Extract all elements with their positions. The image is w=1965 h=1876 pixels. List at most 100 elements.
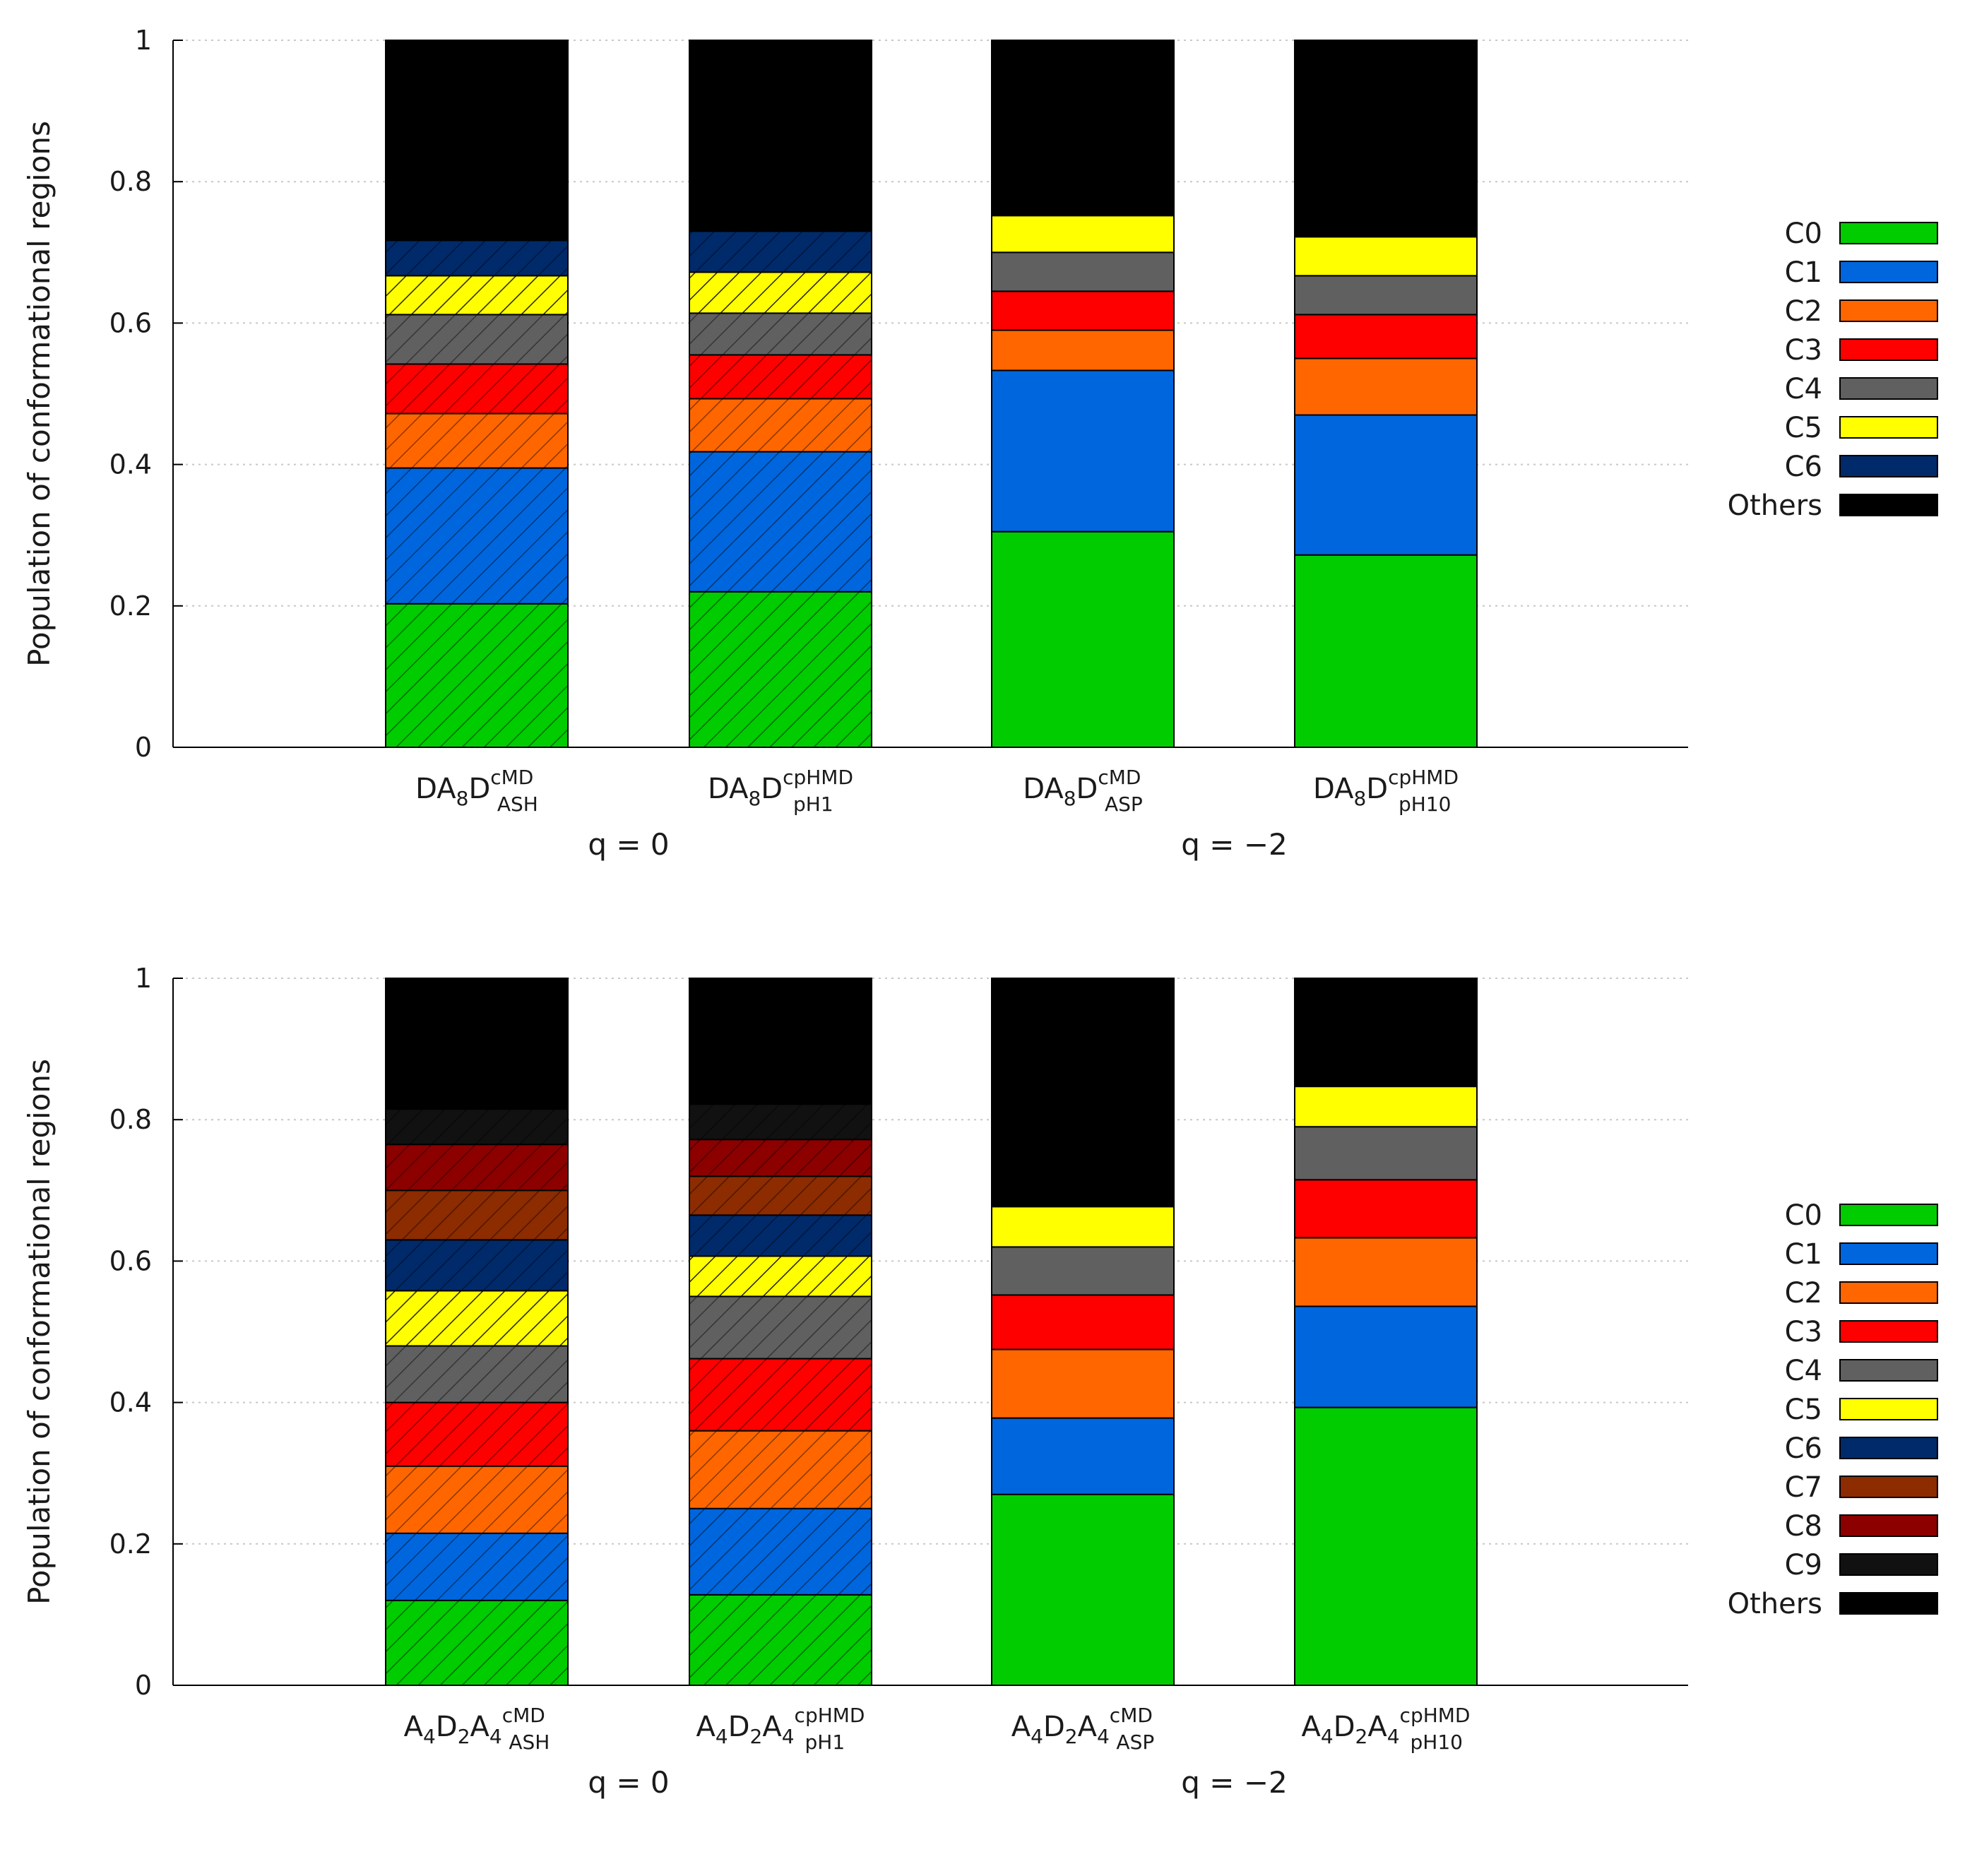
bars bbox=[385, 978, 1478, 1687]
legend-swatch-c5 bbox=[1839, 1398, 1938, 1420]
legend-label-others: Others bbox=[1728, 489, 1822, 522]
legend-label-c5: C5 bbox=[1785, 412, 1822, 444]
legend-swatch-c2 bbox=[1839, 299, 1938, 322]
legend-swatch-c0 bbox=[1839, 222, 1938, 244]
y-tick-label: 0.2 bbox=[109, 1528, 152, 1560]
bar-segment-c2 bbox=[385, 1465, 569, 1534]
bar-segment-c3 bbox=[991, 290, 1175, 331]
group-label: q = −2 bbox=[1181, 1765, 1287, 1800]
bar-segment-c1 bbox=[991, 1417, 1175, 1495]
legend: C0 C1 C2 C3 C4 C5 C6 Others bbox=[1728, 218, 1938, 522]
bar-stack-1 bbox=[385, 978, 569, 1687]
legend-label-c0: C0 bbox=[1785, 1199, 1822, 1232]
bar-segment-c0 bbox=[385, 602, 569, 748]
bar-segment-c0 bbox=[991, 530, 1175, 748]
legend-label-c6: C6 bbox=[1785, 1432, 1822, 1465]
legend-swatch-c8 bbox=[1839, 1514, 1938, 1537]
bar-segment-c7 bbox=[689, 1175, 872, 1216]
legend-swatch-c6 bbox=[1839, 1437, 1938, 1459]
y-tick-label: 0 bbox=[135, 1670, 152, 1701]
bar-segment-c3 bbox=[689, 1358, 872, 1432]
bar-segment-c3 bbox=[385, 363, 569, 415]
bar-segment-c2 bbox=[689, 398, 872, 453]
bar-segment-c2 bbox=[1294, 357, 1478, 416]
bar-segment-c7 bbox=[385, 1189, 569, 1241]
y-tick-label: 0 bbox=[135, 732, 152, 763]
legend-swatch-c6 bbox=[1839, 455, 1938, 477]
bar-segment-c4 bbox=[1294, 1126, 1478, 1181]
legend-label-c2: C2 bbox=[1785, 295, 1822, 328]
bar-segment-c8 bbox=[689, 1139, 872, 1177]
bar-segment-others bbox=[385, 40, 569, 242]
bar-segment-c4 bbox=[689, 1295, 872, 1360]
bar-segment-c6 bbox=[689, 1214, 872, 1257]
bar-stack-4 bbox=[1294, 40, 1478, 749]
bar-segment-c5 bbox=[689, 271, 872, 314]
y-tick-label: 0.8 bbox=[109, 166, 152, 197]
bar-segment-c8 bbox=[385, 1144, 569, 1192]
bar-segment-c5 bbox=[689, 1255, 872, 1298]
bar-segment-c5 bbox=[385, 275, 569, 316]
legend-label-c3: C3 bbox=[1785, 1316, 1822, 1348]
bar-segment-c4 bbox=[991, 251, 1175, 292]
legend-swatch-c0 bbox=[1839, 1204, 1938, 1226]
bar-segment-others bbox=[1294, 978, 1478, 1088]
bars bbox=[385, 40, 1478, 749]
category-label: DA8DcpHMD pH1 bbox=[708, 766, 853, 816]
bar-segment-c4 bbox=[689, 312, 872, 356]
bar-segment-c2 bbox=[991, 329, 1175, 372]
y-tick-label: 0.4 bbox=[109, 449, 152, 480]
y-gridlines: 0 0.2 0.4 0.6 0.8 1 bbox=[109, 963, 1688, 1701]
bar-segment-c3 bbox=[991, 1294, 1175, 1350]
bar-segment-c0 bbox=[689, 1593, 872, 1687]
bar-segment-c5 bbox=[991, 215, 1175, 254]
legend: C0 C1 C2 C3 C4 C5 C6 C7 C8 C9 Others bbox=[1728, 1199, 1938, 1620]
bar-segment-others bbox=[385, 978, 569, 1110]
bar-segment-c5 bbox=[385, 1290, 569, 1347]
bar-segment-others bbox=[689, 40, 872, 232]
legend-label-c1: C1 bbox=[1785, 1238, 1822, 1271]
legend-swatch-c1 bbox=[1839, 261, 1938, 283]
bar-segment-c3 bbox=[689, 354, 872, 400]
group-label: q = 0 bbox=[588, 1765, 669, 1800]
bar-segment-c1 bbox=[385, 1532, 569, 1601]
legend-swatch-c9 bbox=[1839, 1553, 1938, 1576]
legend-label-c0: C0 bbox=[1785, 218, 1822, 250]
legend-swatch-c4 bbox=[1839, 1359, 1938, 1382]
legend-label-c7: C7 bbox=[1785, 1471, 1822, 1504]
category-label: A4D2A4cMD ASP bbox=[1011, 1704, 1154, 1754]
bar-segment-c0 bbox=[385, 1599, 569, 1687]
bar-segment-c1 bbox=[689, 1507, 872, 1596]
category-label: DA8DcMD ASP bbox=[1023, 766, 1143, 816]
bar-stack-1 bbox=[385, 40, 569, 748]
bar-segment-c6 bbox=[385, 239, 569, 277]
bar-segment-c1 bbox=[1294, 1305, 1478, 1408]
bar-stack-2 bbox=[689, 978, 872, 1687]
legend-label-c9: C9 bbox=[1785, 1549, 1822, 1581]
bar-segment-c0 bbox=[1294, 1406, 1478, 1686]
bar-segment-c1 bbox=[1294, 414, 1478, 556]
bar-stack-4 bbox=[1294, 978, 1478, 1686]
bar-segment-c1 bbox=[991, 369, 1175, 533]
legend-swatch-c7 bbox=[1839, 1476, 1938, 1498]
legend-label-others: Others bbox=[1728, 1588, 1822, 1620]
legend-swatch-others bbox=[1839, 494, 1938, 516]
bar-stack-2 bbox=[689, 40, 872, 749]
bar-segment-c5 bbox=[991, 1206, 1175, 1248]
bar-stack-3 bbox=[991, 978, 1175, 1686]
bar-segment-c5 bbox=[1294, 1086, 1478, 1128]
bar-segment-c1 bbox=[689, 451, 872, 593]
bar-segment-c2 bbox=[991, 1348, 1175, 1419]
bar-segment-c5 bbox=[1294, 236, 1478, 277]
bar-segment-others bbox=[1294, 40, 1478, 238]
legend-label-c4: C4 bbox=[1785, 373, 1822, 405]
bar-segment-c2 bbox=[385, 412, 569, 469]
y-tick-label: 0.6 bbox=[109, 307, 152, 338]
category-label: DA8DcpHMD pH10 bbox=[1313, 766, 1459, 816]
bar-segment-others bbox=[689, 978, 872, 1105]
legend-label-c2: C2 bbox=[1785, 1277, 1822, 1310]
bar-segment-c4 bbox=[385, 1345, 569, 1403]
y-axis-label: Population of conformational regions bbox=[22, 1059, 57, 1605]
y-tick-label: 1 bbox=[135, 25, 152, 56]
legend-label-c4: C4 bbox=[1785, 1355, 1822, 1387]
